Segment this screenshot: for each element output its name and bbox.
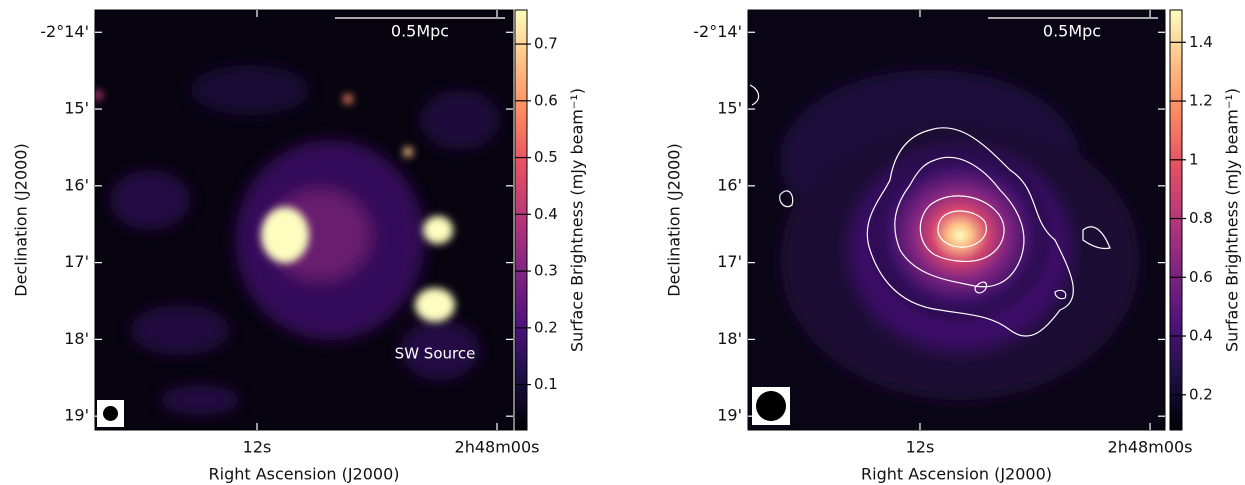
- colorbar-tick-label: 0.5: [534, 148, 558, 166]
- image-left: [95, 10, 513, 430]
- colorbar-label: Surface Brightness (mJy beam⁻¹): [568, 88, 587, 352]
- colorbar-tick-label: 0.8: [1189, 209, 1213, 227]
- colorbar-tick-label: 0.4: [1189, 327, 1213, 345]
- y-tick-label: 18': [64, 329, 89, 348]
- colorbar-tick-label: 0.6: [534, 91, 558, 109]
- colorbar-tick-label: 1.2: [1189, 92, 1213, 110]
- y-axis-label: Declination (J2000): [12, 143, 31, 296]
- colorbar-label: Surface Brightness (mJy beam⁻¹): [1223, 88, 1242, 352]
- y-tick-label: -2°14': [40, 22, 89, 41]
- colorbar-tick-label: 0.4: [534, 205, 558, 223]
- colorbar-tick-label: 1.4: [1189, 33, 1213, 51]
- y-tick-label: -2°14': [693, 22, 742, 41]
- scalebar-label: 0.5Mpc: [1043, 22, 1101, 41]
- y-tick-label: 17': [64, 252, 89, 271]
- y-tick-label: 15': [64, 99, 89, 118]
- y-tick-label: 16': [64, 175, 89, 194]
- axes-frame: [747, 9, 1166, 431]
- scalebar-label: 0.5Mpc: [391, 22, 449, 41]
- y-tick-label: 15': [717, 99, 742, 118]
- x-tick-label: 2h48m00s: [1108, 438, 1193, 457]
- colorbar-tick-label: 0.1: [534, 375, 558, 393]
- colorbar-tick-label: 0.6: [1189, 268, 1213, 286]
- colorbar-tick-label: 0.7: [534, 35, 558, 53]
- y-tick-label: 19': [717, 406, 742, 425]
- colorbar-tick-label: 0.3: [534, 262, 558, 280]
- y-axis-label: Declination (J2000): [665, 143, 684, 296]
- colorbar-tick-label: 0.2: [1189, 385, 1213, 403]
- y-tick-label: 18': [717, 329, 742, 348]
- x-tick-label: 2h48m00s: [455, 438, 540, 457]
- x-axis-label: Right Ascension (J2000): [861, 465, 1052, 484]
- y-tick-label: 19': [64, 406, 89, 425]
- colorbar: [514, 9, 528, 431]
- colorbar-axis: 0.2 0.4 0.6 0.8 1 1.2 1.4: [1170, 33, 1213, 403]
- colorbar-tick-label: 0.2: [534, 318, 558, 336]
- colorbar-tick-label: 1: [1189, 150, 1199, 168]
- image-right: [748, 10, 1165, 430]
- x-tick-label: 12s: [243, 438, 272, 457]
- annotation: SW Source: [395, 345, 476, 363]
- x-tick-label: 12s: [906, 438, 935, 457]
- colorbar: [1169, 9, 1183, 431]
- y-tick-label: 17': [717, 252, 742, 271]
- colorbar-axis: 0.1 0.2 0.3 0.4 0.5 0.6 0.7: [515, 35, 558, 393]
- axes-frame: [94, 9, 514, 431]
- y-tick-label: 16': [717, 175, 742, 194]
- x-axis-label: Right Ascension (J2000): [209, 465, 400, 484]
